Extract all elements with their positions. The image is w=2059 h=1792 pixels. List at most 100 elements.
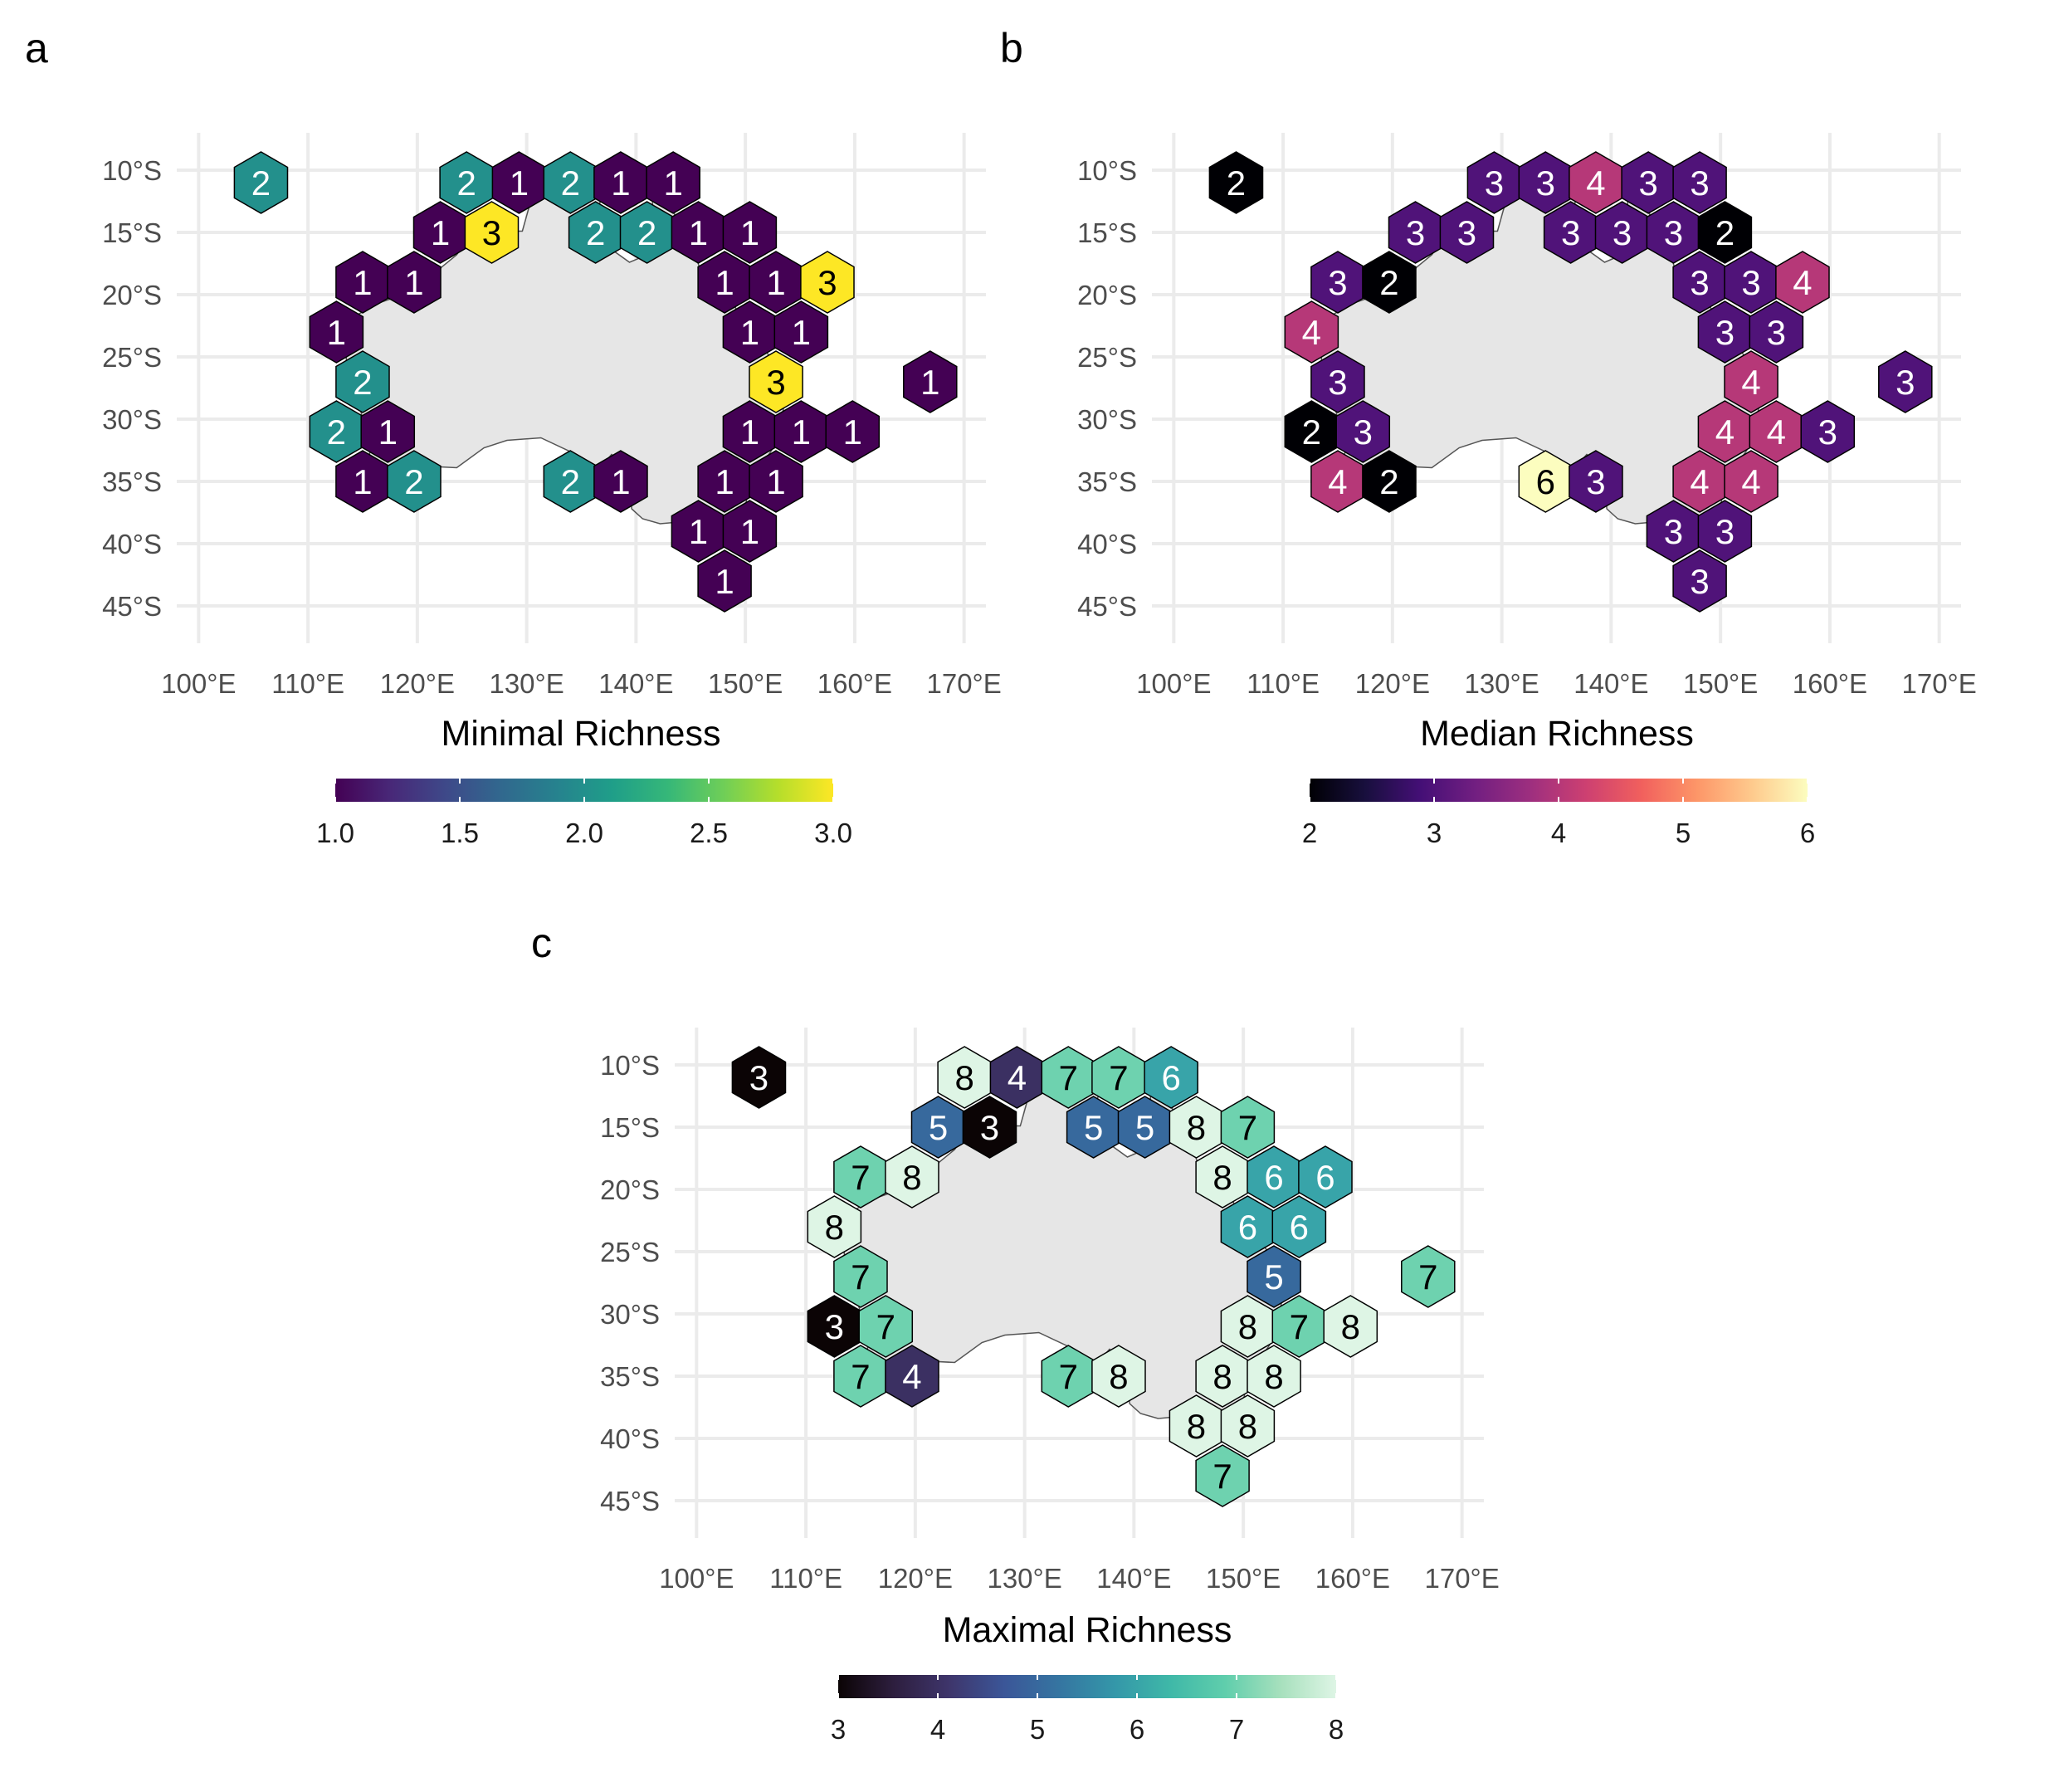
y-tick-label: 10°S	[102, 155, 162, 186]
hex-value-label: 1	[689, 213, 708, 252]
hex-value-label: 3	[1354, 413, 1373, 452]
hex-value-label: 7	[876, 1307, 895, 1346]
y-tick-label: 45°S	[600, 1486, 660, 1516]
hex-value-label: 7	[851, 1357, 870, 1396]
hex-value-label: 5	[929, 1108, 948, 1147]
hex-cell	[903, 350, 958, 413]
hex-cell	[1672, 549, 1727, 613]
hex-value-label: 8	[1187, 1407, 1206, 1446]
hex-value-label: 7	[1212, 1457, 1232, 1496]
hex-value-label: 8	[1341, 1307, 1360, 1346]
hex-value-label: 3	[1690, 164, 1709, 203]
panel-a: a 100°E 110°E 120°E 130°E 140°E 150°E 160°E 170°…	[25, 25, 1002, 848]
hex-value-label: 3	[1638, 164, 1657, 203]
hex-cell	[749, 450, 803, 513]
hex-cell	[1401, 1245, 1456, 1308]
hex-cell	[722, 500, 778, 563]
x-tick-label: 120°E	[878, 1563, 953, 1594]
hex-value-label: 3	[825, 1307, 844, 1346]
hex-value-label: 8	[1109, 1357, 1128, 1396]
hex-cells: 2 3 3 4 3 33 3 3 3 3 23 2 3 3 44 3 33 4 32 3 4 4 34 2 6 3 4 43 33	[1208, 151, 1933, 613]
x-tick-label: 110°E	[1247, 668, 1320, 699]
hex-cell	[697, 549, 752, 613]
y-tick-label: 20°S	[1077, 280, 1137, 310]
hex-value-label: 1	[920, 363, 939, 402]
y-tick-label: 35°S	[1077, 466, 1137, 497]
y-tick-label: 40°S	[102, 529, 162, 559]
hex-value-label: 8	[1238, 1407, 1257, 1446]
y-tick-label: 15°S	[1077, 217, 1137, 248]
panel-label: b	[1000, 25, 1023, 71]
hex-value-label: 3	[482, 213, 501, 252]
hex-value-label: 4	[902, 1357, 921, 1396]
panel-c: c 100°E 110°E 120°E 130°E 140°E 150°E 160°E 170°…	[531, 920, 1500, 1745]
x-tick-label: 130°E	[489, 668, 564, 699]
hex-value-label: 6	[1536, 462, 1555, 501]
hex-value-label: 2	[1227, 164, 1246, 203]
hex-cell	[1749, 300, 1804, 364]
hex-value-label: 3	[1715, 512, 1735, 551]
colorbar-tick-label: 2.5	[690, 818, 728, 848]
y-tick-label: 45°S	[1077, 591, 1137, 622]
hex-value-label: 5	[1135, 1108, 1154, 1147]
hex-value-label: 2	[456, 164, 476, 203]
hex-value-label: 1	[766, 263, 785, 302]
hex-value-label: 4	[1586, 164, 1605, 203]
hex-cell	[1697, 500, 1753, 563]
hex-value-label: 1	[510, 164, 529, 203]
x-tick-label: 160°E	[817, 668, 892, 699]
x-tick-label: 120°E	[1355, 668, 1430, 699]
legend-title: Minimal Richness	[442, 714, 721, 754]
colorbar-tick-label: 2	[1302, 818, 1317, 848]
hex-value-label: 6	[1161, 1058, 1180, 1097]
hex-cell	[464, 201, 520, 264]
hex-cells: 2 2 1 2 1 11 3 2 2 1 11 1 1 1 31 1 12 3 12 1 1 1 11 2 2 1 1 11 11	[233, 151, 958, 613]
panel-b: b 100°E 110°E 120°E 130°E 140°E 150°E 160°E 170°…	[1000, 25, 1977, 848]
colorbar-tick-label: 3	[1427, 818, 1442, 848]
hex-cell	[833, 1245, 888, 1308]
y-tick-label: 25°S	[600, 1237, 660, 1267]
hex-cell	[1697, 201, 1753, 264]
hex-value-label: 4	[1008, 1058, 1027, 1097]
hex-value-label: 7	[1059, 1357, 1078, 1396]
hex-value-label: 3	[1715, 313, 1735, 352]
hex-value-label: 3	[1561, 213, 1580, 252]
hex-value-label: 2	[561, 164, 580, 203]
hex-cell	[1284, 300, 1339, 364]
hex-value-label: 3	[1328, 363, 1347, 402]
x-tick-label: 160°E	[1793, 668, 1867, 699]
x-tick-label: 140°E	[1574, 668, 1648, 699]
hex-value-label: 1	[740, 413, 759, 452]
x-tick-label: 170°E	[1902, 668, 1977, 699]
hex-cell	[731, 1046, 787, 1109]
hex-cell	[309, 300, 364, 364]
hex-value-label: 7	[851, 1158, 870, 1197]
hex-cell	[1208, 151, 1264, 214]
hex-cell	[1220, 1096, 1276, 1159]
colorbar-tick-label: 5	[1030, 1714, 1045, 1745]
y-tick-label: 30°S	[1077, 404, 1137, 435]
hex-cell	[387, 450, 442, 513]
hex-cell	[1195, 1444, 1250, 1507]
hex-value-label: 2	[637, 213, 656, 252]
hex-cell	[962, 1096, 1017, 1159]
hex-value-label: 8	[1212, 1357, 1232, 1396]
hex-value-label: 3	[1767, 313, 1786, 352]
x-tick-label: 130°E	[987, 1563, 1061, 1594]
hex-value-label: 1	[689, 512, 708, 551]
hex-value-label: 3	[1485, 164, 1504, 203]
hex-value-label: 1	[715, 462, 734, 501]
hex-value-label: 3	[1457, 213, 1476, 252]
hex-value-label: 2	[561, 462, 580, 501]
hex-value-label: 7	[1109, 1058, 1128, 1097]
hex-cell	[1878, 350, 1933, 413]
colorbar-tick-label: 7	[1229, 1714, 1244, 1745]
y-tick-label: 10°S	[600, 1050, 660, 1081]
hex-value-label: 2	[1715, 213, 1735, 252]
x-tick-label: 170°E	[927, 668, 1002, 699]
x-tick-label: 150°E	[1206, 1563, 1281, 1594]
hex-value-label: 1	[611, 164, 630, 203]
hex-cell	[1298, 1145, 1353, 1209]
hex-value-label: 1	[404, 263, 423, 302]
